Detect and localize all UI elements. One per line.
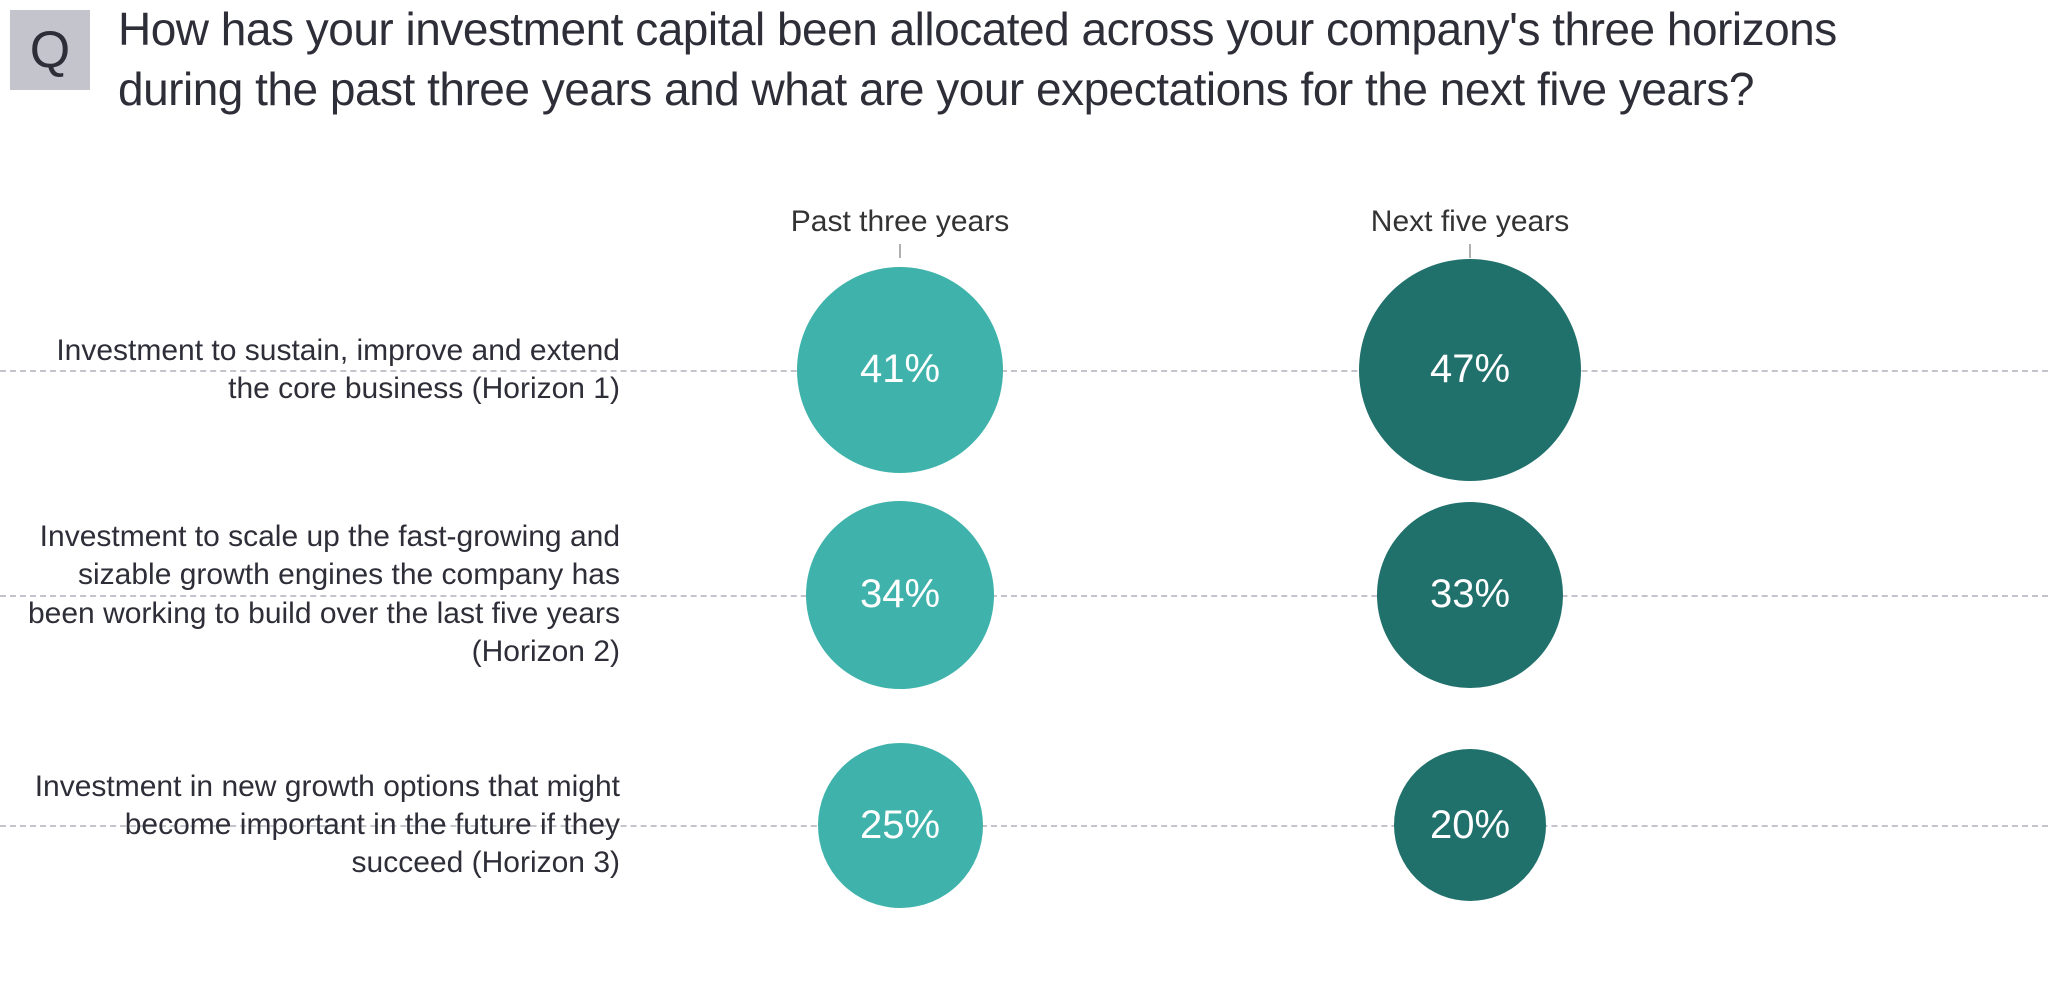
bubble-past-h1: 41% — [797, 267, 1004, 474]
row-label-horizon-3: Investment in new growth options that mi… — [10, 768, 620, 883]
bubble-next-h1: 47% — [1359, 259, 1581, 481]
bubble-value: 41% — [860, 347, 940, 392]
bubble-value: 20% — [1430, 803, 1510, 848]
column-header-next: Next five years — [1320, 205, 1620, 239]
bubble-past-h2: 34% — [806, 501, 994, 689]
chart-container: Q How has your investment capital been a… — [0, 0, 2048, 990]
column-tick — [1469, 244, 1471, 258]
bubble-value: 25% — [860, 803, 940, 848]
bubble-next-h3: 20% — [1394, 749, 1546, 901]
column-header-past: Past three years — [750, 205, 1050, 239]
bubble-value: 47% — [1430, 347, 1510, 392]
question-text: How has your investment capital been all… — [118, 0, 1938, 120]
row-label-horizon-2: Investment to scale up the fast-growing … — [10, 518, 620, 672]
bubble-past-h3: 25% — [818, 743, 983, 908]
column-tick — [899, 244, 901, 258]
row-label-horizon-1: Investment to sustain, improve and exten… — [10, 332, 620, 409]
bubble-value: 34% — [860, 572, 940, 617]
bubble-next-h2: 33% — [1377, 502, 1563, 688]
bubble-value: 33% — [1430, 572, 1510, 617]
question-badge: Q — [10, 10, 90, 90]
